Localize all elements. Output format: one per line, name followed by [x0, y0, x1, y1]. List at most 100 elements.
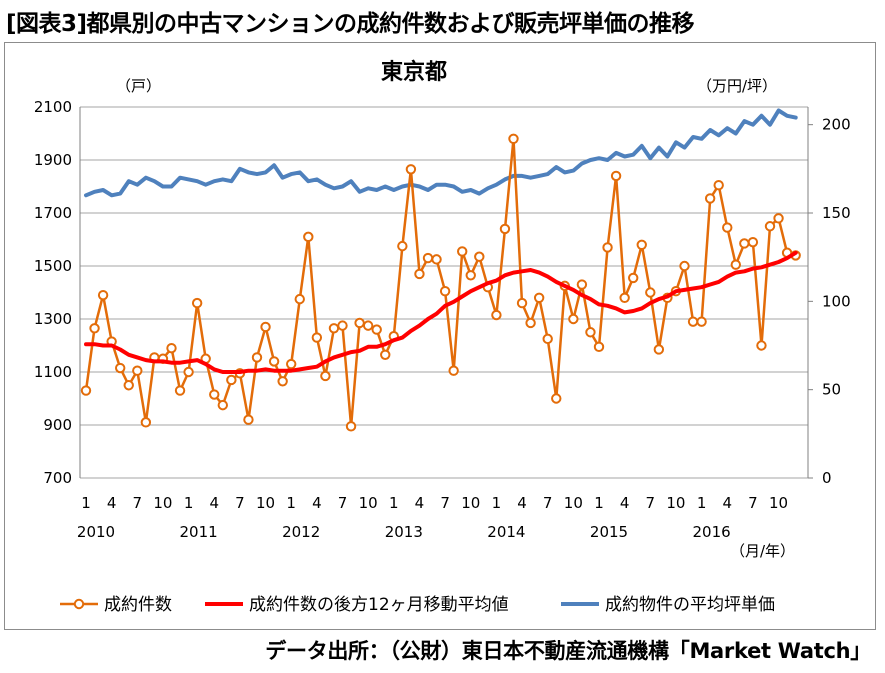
x-month-tick-label: 7: [646, 494, 656, 512]
data-point: [97, 289, 109, 301]
x-month-tick-label: 7: [440, 494, 450, 512]
x-year-label: 2014: [487, 523, 525, 541]
data-point: [89, 323, 100, 334]
data-point: [508, 133, 519, 145]
data-point: [345, 421, 357, 432]
x-month-tick-label: 4: [620, 494, 630, 512]
data-point: [362, 320, 374, 331]
data-point: [653, 344, 665, 355]
data-point: [209, 389, 220, 400]
data-point: [491, 309, 502, 321]
left-axis-unit: （戸）: [116, 77, 161, 95]
x-month-tick-label: 1: [697, 494, 707, 512]
data-point: [183, 366, 194, 378]
x-month-tick-label: 7: [338, 494, 348, 512]
x-year-label: 2010: [77, 523, 115, 541]
x-year-label: 2011: [180, 523, 218, 541]
x-month-tick-label: 10: [666, 494, 685, 512]
data-point: [585, 327, 596, 338]
data-point: [217, 399, 229, 411]
data-point: [568, 313, 579, 325]
data-point: [773, 213, 784, 224]
data-point: [645, 287, 656, 298]
data-point: [593, 341, 605, 353]
figure-header: [図表3]都県別の中古マンションの成約件数および販売坪単価の推移: [6, 11, 695, 37]
data-point: [303, 231, 314, 243]
x-month-tick-label: 1: [389, 494, 399, 512]
data-point: [294, 293, 305, 305]
x-month-tick-label: 10: [769, 494, 788, 512]
x-month-tick-label: 10: [359, 494, 378, 512]
data-point: [730, 259, 741, 270]
series-line: [84, 108, 798, 198]
source-note: データ出所：（公財）東日本不動産流通機構「Market Watch」: [265, 639, 871, 663]
data-point: [268, 356, 280, 367]
x-month-tick-label: 4: [415, 494, 425, 512]
data-point: [380, 349, 391, 360]
data-point: [756, 340, 767, 351]
data-point: [576, 279, 588, 290]
x-month-tick-label: 4: [517, 494, 527, 512]
data-point: [286, 358, 297, 370]
data-point: [764, 221, 776, 232]
x-month-tick-label: 1: [184, 494, 194, 512]
data-point: [465, 270, 476, 281]
data-point: [277, 376, 288, 387]
data-point: [115, 362, 126, 374]
series-group: [80, 108, 801, 432]
data-point: [516, 297, 528, 309]
x-month-tick-label: 1: [81, 494, 91, 512]
legend-label: 成約件数: [104, 595, 172, 615]
data-point: [551, 393, 562, 404]
right-axis-unit: （万円/坪）: [697, 77, 777, 95]
y-left-tick-label: 1100: [34, 363, 72, 381]
gridlines: [80, 106, 808, 479]
x-month-tick-label: 10: [461, 494, 480, 512]
y-right-tick-label: 200: [822, 116, 851, 134]
data-point: [457, 246, 468, 257]
axes: 700 900 1100 1300 1500 1700 1900 2100 0 50 100 150 2…: [34, 98, 851, 541]
y-left-tick-label: 1500: [34, 257, 72, 275]
x-month-tick-label: 7: [748, 494, 758, 512]
legend-marker: [73, 598, 85, 610]
data-point: [713, 179, 724, 191]
x-month-tick-label: 10: [564, 494, 583, 512]
y-right-tick-label: 50: [822, 381, 841, 399]
data-point: [610, 170, 622, 182]
data-point: [422, 252, 434, 264]
x-year-label: 2015: [590, 523, 628, 541]
data-point: [542, 333, 553, 345]
y-right-tick-label: 100: [822, 292, 851, 310]
legend-label: 成約物件の平均坪単価: [605, 595, 775, 615]
y-left-tick-label: 1300: [34, 310, 72, 328]
data-point: [132, 365, 143, 376]
x-year-label: 2012: [282, 523, 320, 541]
data-point: [747, 236, 759, 248]
data-point: [174, 385, 186, 396]
data-point: [123, 380, 134, 391]
data-point: [739, 238, 750, 249]
y-right-tick-label: 0: [822, 469, 832, 487]
data-point: [628, 272, 639, 284]
y-right-tick-label: 150: [822, 204, 851, 222]
data-point: [397, 240, 408, 252]
data-point: [337, 320, 348, 331]
x-month-tick-label: 10: [153, 494, 172, 512]
legend-label: 成約件数の後方12ヶ月移動平均値: [249, 595, 509, 615]
data-point: [602, 242, 613, 253]
chart-frame: [4, 42, 876, 630]
data-point: [405, 164, 417, 175]
data-point: [687, 316, 699, 327]
data-point: [260, 321, 271, 333]
x-month-tick-label: 1: [594, 494, 604, 512]
y-left-tick-label: 1900: [34, 151, 72, 169]
x-month-tick-label: 7: [133, 494, 143, 512]
data-point: [619, 292, 630, 303]
data-point: [525, 317, 536, 329]
data-point: [696, 316, 707, 327]
data-point: [636, 239, 647, 251]
data-point: [431, 254, 442, 265]
data-point: [191, 297, 203, 309]
x-month-tick-label: 4: [209, 494, 219, 512]
